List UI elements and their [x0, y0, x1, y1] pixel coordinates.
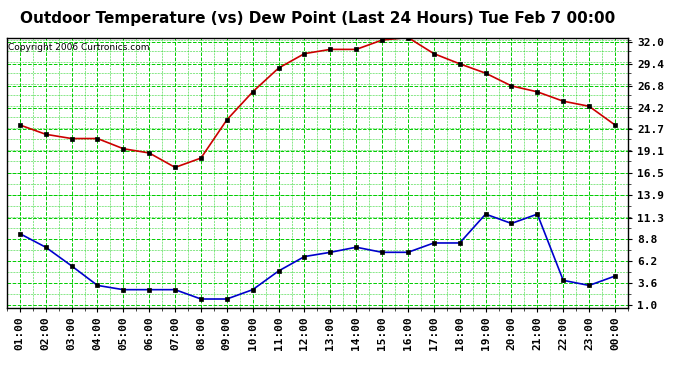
Text: Outdoor Temperature (vs) Dew Point (Last 24 Hours) Tue Feb 7 00:00: Outdoor Temperature (vs) Dew Point (Last… [20, 11, 615, 26]
Text: Copyright 2006 Curtronics.com: Copyright 2006 Curtronics.com [8, 43, 150, 52]
